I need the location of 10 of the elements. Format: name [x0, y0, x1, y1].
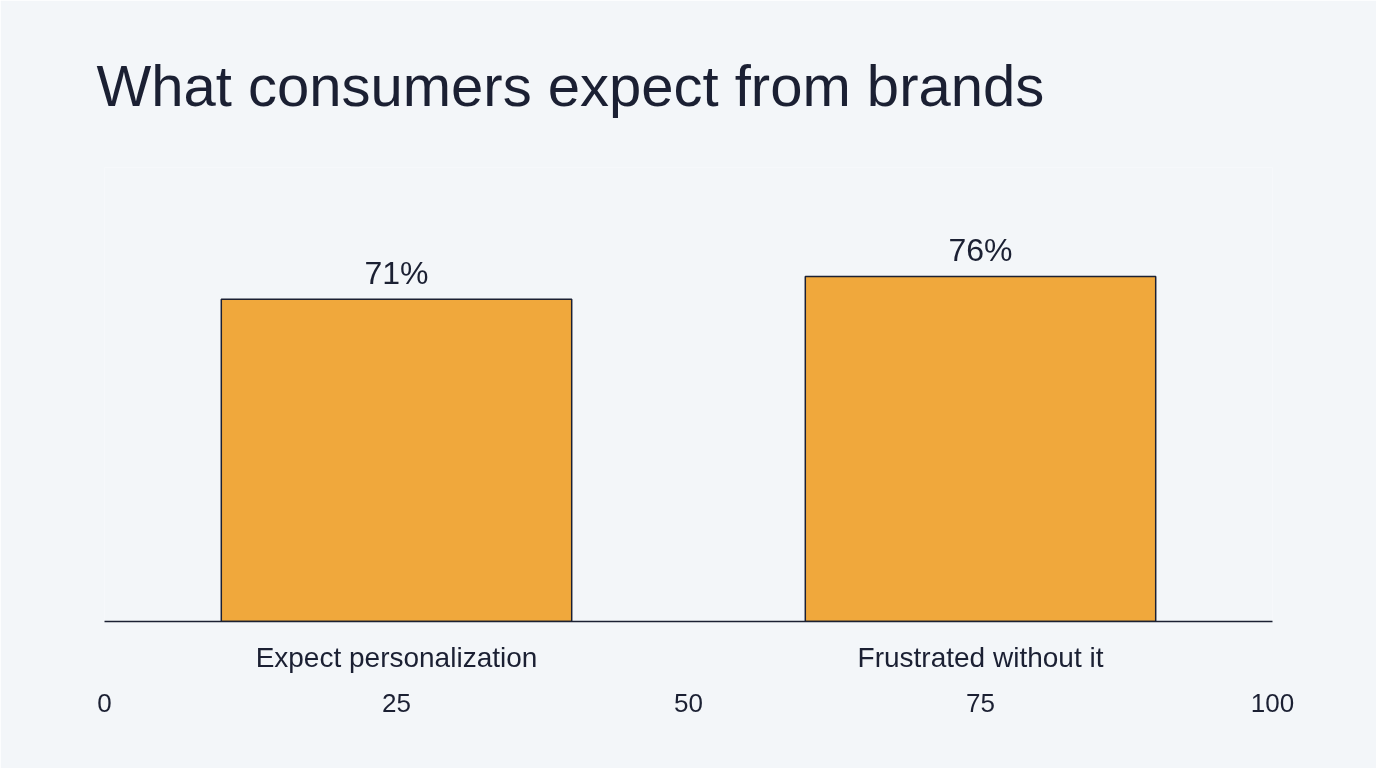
data-label: 71% [364, 255, 429, 292]
x-tick-label: 75 [966, 687, 995, 718]
data-label: 76% [948, 232, 1013, 269]
chart-title: What consumers expect from brands [96, 52, 1045, 118]
text: Expect personalization [255, 641, 538, 673]
x-tick-label: 0 [97, 687, 112, 718]
text: Frustrated without it [857, 641, 1104, 673]
x-tick-label: 50 [674, 687, 703, 718]
x-tick-label: 100 [1250, 687, 1295, 718]
x-tick-label: 25 [382, 687, 411, 718]
